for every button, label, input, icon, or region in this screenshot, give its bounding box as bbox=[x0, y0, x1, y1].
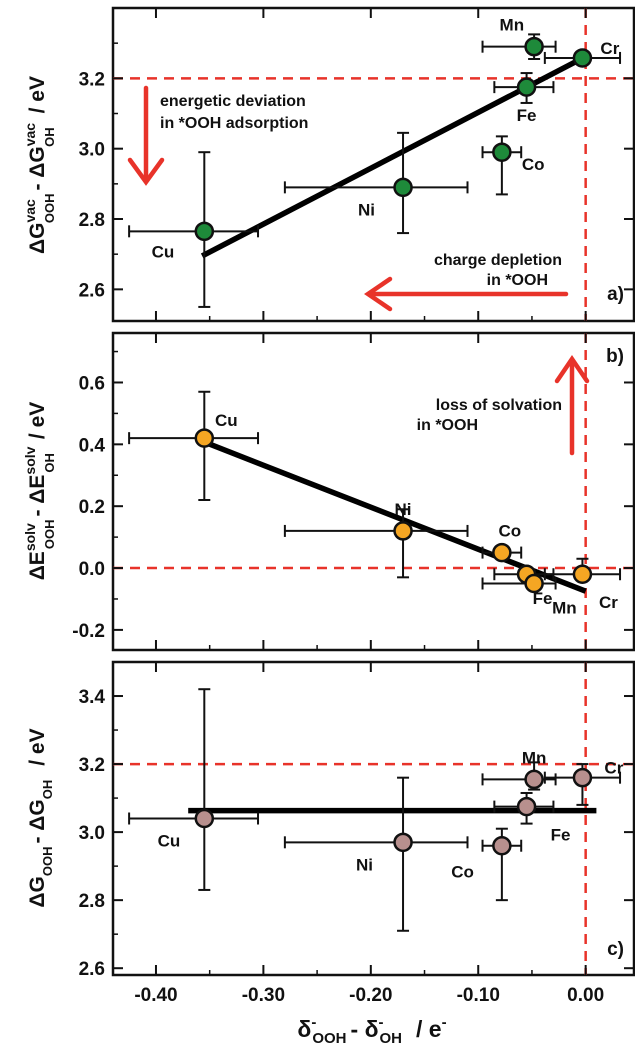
ylabel-panel-a: ΔGvac OOH- ΔGvac OH/ eV bbox=[22, 76, 57, 254]
panel-c-point-fe: Fe bbox=[493, 791, 571, 845]
panel-c-point-co: Co bbox=[451, 827, 523, 902]
panel-c-point-mn-label: Mn bbox=[522, 748, 547, 767]
panel-a-ytick-label: 2.8 bbox=[79, 210, 105, 231]
panel-b-ytick-label: 0.4 bbox=[79, 435, 106, 456]
panel-a-point-mn: Mn bbox=[481, 16, 557, 60]
panel-b-ytick-label: 0.6 bbox=[79, 373, 105, 394]
panel-b-point-cu: Cu bbox=[128, 390, 260, 502]
panel-b-point-ni: Ni bbox=[283, 500, 469, 579]
panel-b-point-cu-label: Cu bbox=[215, 411, 238, 430]
panel-a-plot-area bbox=[113, 8, 634, 321]
panel-c-ytick-label: 3.4 bbox=[79, 687, 106, 708]
annotation-loss-of-solvation-line1: loss of solvation bbox=[436, 397, 562, 414]
panel-a-point-co-label: Co bbox=[522, 155, 545, 174]
xtick-label: 0.00 bbox=[567, 985, 604, 1006]
panel-a-point-ni-marker bbox=[393, 177, 413, 198]
panel-c-point-cr: Cr bbox=[543, 759, 624, 806]
panel-c-point-ni-label: Ni bbox=[356, 855, 373, 874]
annotation-energetic-deviation-line1: energetic deviation bbox=[160, 93, 306, 110]
panel-b-ytick-label: 0.2 bbox=[79, 497, 105, 518]
annotation-charge-depletion-line2: in *OOH bbox=[487, 272, 548, 289]
panel-c-point-mn-marker bbox=[524, 769, 544, 790]
panel-a-point-cu-marker bbox=[194, 221, 215, 242]
panel-b-label: b) bbox=[606, 346, 624, 367]
panel-c-point-cu-label: Cu bbox=[158, 832, 181, 851]
panel-a-ytick-label: 3.0 bbox=[79, 140, 105, 161]
panel-a-point-mn-marker bbox=[524, 36, 544, 57]
annotation-loss-of-solvation-line2: in *OOH bbox=[417, 417, 478, 434]
panel-a-point-fe-label: Fe bbox=[517, 106, 537, 125]
panel-c-point-cr-marker bbox=[572, 767, 593, 788]
panel-b-ytick-label: -0.2 bbox=[72, 621, 105, 642]
panel-b-point-cr-marker bbox=[572, 564, 593, 584]
panel-c-ytick-label: 3.2 bbox=[79, 755, 105, 776]
panel-a-point-mn-label: Mn bbox=[500, 16, 525, 35]
panel-c-point-mn: Mn bbox=[481, 748, 557, 791]
panel-a-ytick-label: 2.6 bbox=[79, 280, 105, 301]
panel-b-point-ni-marker bbox=[393, 521, 413, 541]
xaxis-label: δ-OOH - δ-OH / e- bbox=[297, 1014, 446, 1046]
ylabel-panel-b: ΔEsolv OOH- ΔEsolv OH/ eV bbox=[22, 402, 57, 581]
panel-b-point-cu-marker bbox=[194, 428, 215, 448]
panel-a-point-cr: Cr bbox=[543, 39, 622, 68]
panel-b-frame bbox=[111, 331, 635, 652]
panel-c-point-cr-label: Cr bbox=[604, 759, 623, 778]
panel-c-point-fe-marker bbox=[516, 796, 537, 817]
arrow-left-charge-depletion bbox=[364, 276, 569, 312]
arrow-down-energetic bbox=[127, 85, 165, 186]
panel-b: -0.2 0.0 0.2 0.4 0.6 Cu Ni Co Fe Mn Cr bbox=[72, 333, 634, 650]
panel-a-point-co-marker bbox=[492, 142, 512, 162]
panel-b-point-mn: Mn bbox=[481, 573, 577, 618]
panel-a-point-ni-label: Ni bbox=[358, 200, 375, 219]
panel-c-ytick-label: 2.6 bbox=[79, 959, 105, 980]
panel-c-point-fe-label: Fe bbox=[551, 826, 571, 845]
panel-c-point-co-marker bbox=[492, 835, 512, 856]
panel-a-point-fe-marker bbox=[516, 77, 537, 97]
xtick-label: -0.10 bbox=[457, 985, 500, 1006]
arrow-up-solvation bbox=[554, 355, 590, 456]
panel-b-point-co-marker bbox=[492, 542, 512, 563]
panel-b-point-fe-label: Fe bbox=[533, 589, 553, 608]
panel-c: 2.6 2.8 3.0 3.2 3.4 -0.40 -0.30 -0.20 -0.10 0.00 C… bbox=[79, 662, 634, 1006]
panel-c-ytick-label: 3.0 bbox=[79, 823, 105, 844]
annotation-energetic-deviation-line2: in *OOH adsorption bbox=[160, 115, 308, 132]
panel-a: 2.6 2.8 3.0 3.2 Cu Ni Co Fe Mn Cr bbox=[79, 8, 634, 321]
panel-c-point-co-label: Co bbox=[451, 863, 474, 882]
panel-b-point-co-label: Co bbox=[499, 522, 522, 541]
panel-a-frame bbox=[111, 6, 635, 323]
panel-a-label: a) bbox=[607, 284, 624, 305]
panel-b-ytick-label: 0.0 bbox=[79, 559, 105, 580]
panel-a-point-ni: Ni bbox=[283, 131, 469, 235]
panel-b-point-mn-marker bbox=[524, 573, 544, 594]
panel-c-ytick-label: 2.8 bbox=[79, 891, 105, 912]
panel-b-point-ni-label: Ni bbox=[395, 500, 412, 519]
panel-a-point-cr-marker bbox=[572, 48, 593, 68]
svg-text:ΔGOOH- ΔGOH/ eV: ΔGOOH- ΔGOH/ eV bbox=[26, 728, 55, 907]
panel-b-point-mn-label: Mn bbox=[552, 599, 577, 618]
panel-b-point-cr-label: Cr bbox=[599, 593, 618, 612]
panel-a-point-cu: Cu bbox=[128, 151, 260, 308]
xtick-label: -0.30 bbox=[242, 985, 285, 1006]
panel-c-point-ni: Ni bbox=[283, 776, 469, 932]
xtick-label: -0.20 bbox=[349, 985, 392, 1006]
panel-c-frame bbox=[111, 660, 635, 977]
panel-c-point-cu: Cu bbox=[128, 688, 260, 891]
panel-b-point-cr: Cr bbox=[543, 557, 622, 612]
panel-c-point-cu-marker bbox=[194, 808, 215, 829]
panel-a-point-cr-label: Cr bbox=[600, 39, 619, 58]
panel-a-point-co: Co bbox=[481, 135, 545, 196]
panel-a-point-fe: Fe bbox=[493, 72, 555, 125]
panel-c-point-ni-marker bbox=[393, 832, 413, 853]
ylabel-panel-c: ΔGOOH- ΔGOH/ eV bbox=[26, 728, 55, 907]
panel-b-point-co: Co bbox=[481, 522, 523, 563]
panel-a-point-cu-label: Cu bbox=[152, 242, 175, 261]
panel-c-label: c) bbox=[607, 939, 624, 960]
xtick-label: -0.40 bbox=[134, 985, 177, 1006]
panel-a-ytick-label: 3.2 bbox=[79, 69, 105, 90]
annotation-charge-depletion-line1: charge depletion bbox=[434, 252, 562, 269]
